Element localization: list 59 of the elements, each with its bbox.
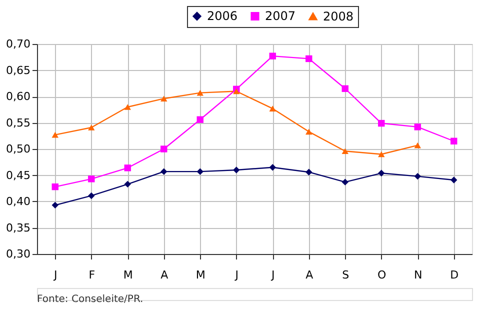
point <box>52 183 58 190</box>
point <box>52 202 58 209</box>
x-tick-label: N <box>414 268 422 282</box>
point <box>196 116 204 123</box>
point <box>414 172 421 180</box>
point <box>88 124 95 130</box>
y-tick-label: 0,40 <box>6 195 30 208</box>
point <box>196 168 204 175</box>
x-tick-label: A <box>160 268 169 282</box>
point <box>342 178 348 186</box>
legend-label: 2007 <box>265 9 296 24</box>
point <box>124 104 131 110</box>
x-tick-label: S <box>342 268 350 282</box>
point <box>269 164 276 171</box>
point <box>88 192 95 200</box>
point <box>196 90 204 96</box>
point <box>342 148 348 154</box>
point <box>160 96 168 102</box>
point <box>378 170 385 177</box>
x-tick-label: D <box>450 268 459 282</box>
x-tick-label: M <box>196 268 206 282</box>
point <box>450 176 458 184</box>
point <box>124 180 131 188</box>
point <box>306 168 312 176</box>
point <box>160 168 168 175</box>
y-tick-label: 0,35 <box>6 221 30 234</box>
point <box>269 106 276 112</box>
legend-label: 2008 <box>323 9 354 24</box>
point <box>306 128 312 135</box>
x-tick-label: M <box>123 268 133 282</box>
point <box>378 151 385 158</box>
y-tick-label: 0,45 <box>6 168 30 182</box>
x-tick-label: O <box>378 268 387 282</box>
y-tick-label: 0,50 <box>6 142 30 156</box>
point <box>52 132 58 138</box>
point <box>342 85 348 92</box>
x-tick-label: J <box>270 268 275 282</box>
y-tick-label: 0,65 <box>6 64 30 77</box>
point <box>414 142 421 148</box>
point <box>233 166 240 174</box>
y-tick-label: 0,30 <box>6 248 30 260</box>
point <box>306 55 312 62</box>
x-tick-label: F <box>88 268 96 282</box>
point <box>450 138 458 144</box>
y-tick-label: 0,70 <box>6 38 30 50</box>
x-tick-label: A <box>306 268 314 282</box>
x-tick-label: J <box>234 268 238 282</box>
source-note: Fonte: Conseleite/PR. <box>37 294 144 305</box>
point <box>160 146 168 152</box>
point <box>88 176 95 182</box>
point <box>269 52 276 60</box>
x-tick-label: J <box>53 268 58 282</box>
legend-label: 2006 <box>207 9 238 24</box>
point <box>378 120 385 127</box>
y-tick-label: 0,60 <box>6 90 30 103</box>
y-tick-label: 0,55 <box>6 116 30 130</box>
point <box>414 124 421 130</box>
point <box>233 88 240 94</box>
point <box>124 164 131 172</box>
